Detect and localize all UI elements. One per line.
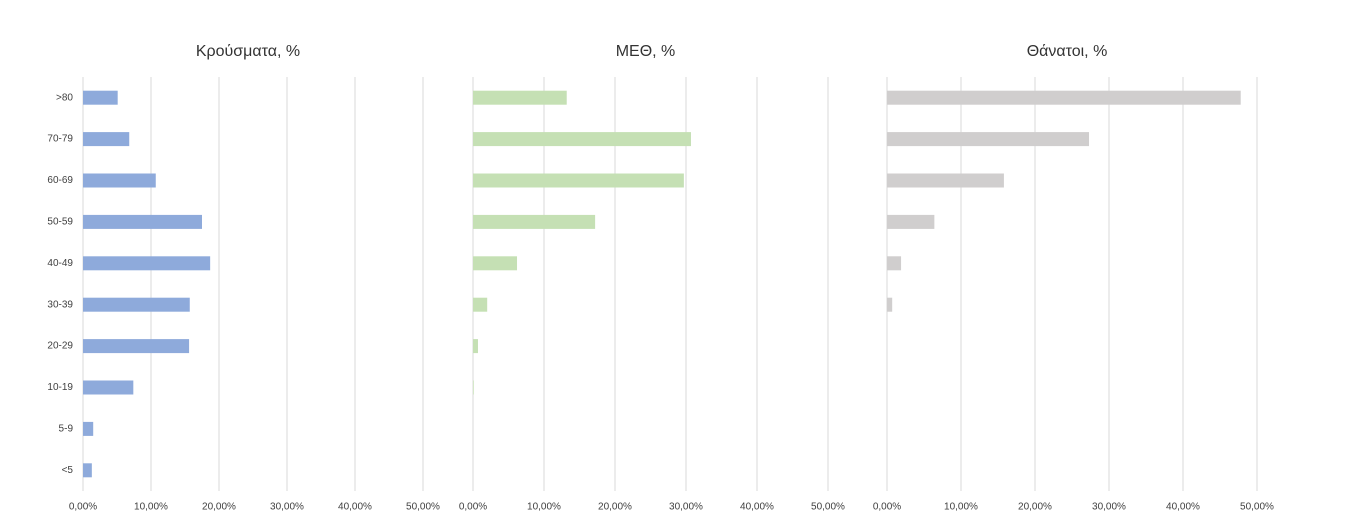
bar (887, 90, 1241, 105)
x-tick-label: 40,00% (740, 502, 774, 513)
chart-title: Κρούσματα, % (196, 43, 300, 60)
bar (887, 256, 902, 271)
bar (887, 214, 935, 229)
y-tick-label: 70-79 (47, 134, 73, 145)
bar (473, 214, 596, 229)
bar (83, 380, 134, 395)
chart-title: ΜΕΘ, % (616, 43, 676, 60)
bar (83, 297, 190, 312)
y-tick-label: 50-59 (47, 217, 73, 228)
y-tick-label: 5-9 (59, 424, 74, 435)
bar (473, 90, 567, 105)
bar (83, 421, 94, 436)
bar (83, 339, 190, 354)
x-tick-label: 20,00% (1018, 502, 1052, 513)
y-tick-label: 20-29 (47, 341, 73, 352)
y-tick-label: 10-19 (47, 382, 73, 393)
x-tick-label: 10,00% (944, 502, 978, 513)
x-tick-label: 0,00% (873, 502, 901, 513)
x-tick-label: 10,00% (527, 502, 561, 513)
x-tick-label: 30,00% (270, 502, 304, 513)
x-tick-label: 50,00% (1240, 502, 1274, 513)
bar (83, 214, 202, 229)
bar (83, 132, 130, 147)
bar (83, 463, 92, 478)
y-tick-label: 30-39 (47, 299, 73, 310)
x-tick-label: 0,00% (459, 502, 487, 513)
bar (473, 380, 474, 395)
y-tick-label: 60-69 (47, 175, 73, 186)
y-tick-label: >80 (56, 92, 73, 103)
bar (887, 173, 1004, 188)
x-tick-label: 50,00% (406, 502, 440, 513)
x-tick-label: 40,00% (1166, 502, 1200, 513)
y-tick-label: 40-49 (47, 258, 73, 269)
x-tick-label: 20,00% (598, 502, 632, 513)
bar (473, 256, 518, 271)
x-tick-label: 10,00% (134, 502, 168, 513)
bar (83, 173, 156, 188)
x-tick-label: 30,00% (1092, 502, 1126, 513)
bar (473, 132, 691, 147)
bar (887, 297, 893, 312)
bar (83, 256, 211, 271)
bar (473, 339, 478, 354)
y-tick-label: <5 (62, 465, 74, 476)
x-tick-label: 20,00% (202, 502, 236, 513)
chart-title: Θάνατοι, % (1027, 43, 1108, 60)
bar (887, 132, 1090, 147)
bar (83, 90, 118, 105)
x-tick-label: 50,00% (811, 502, 845, 513)
x-tick-label: 30,00% (669, 502, 703, 513)
bar (473, 173, 684, 188)
bar (473, 297, 488, 312)
x-tick-label: 40,00% (338, 502, 372, 513)
x-tick-label: 0,00% (69, 502, 97, 513)
